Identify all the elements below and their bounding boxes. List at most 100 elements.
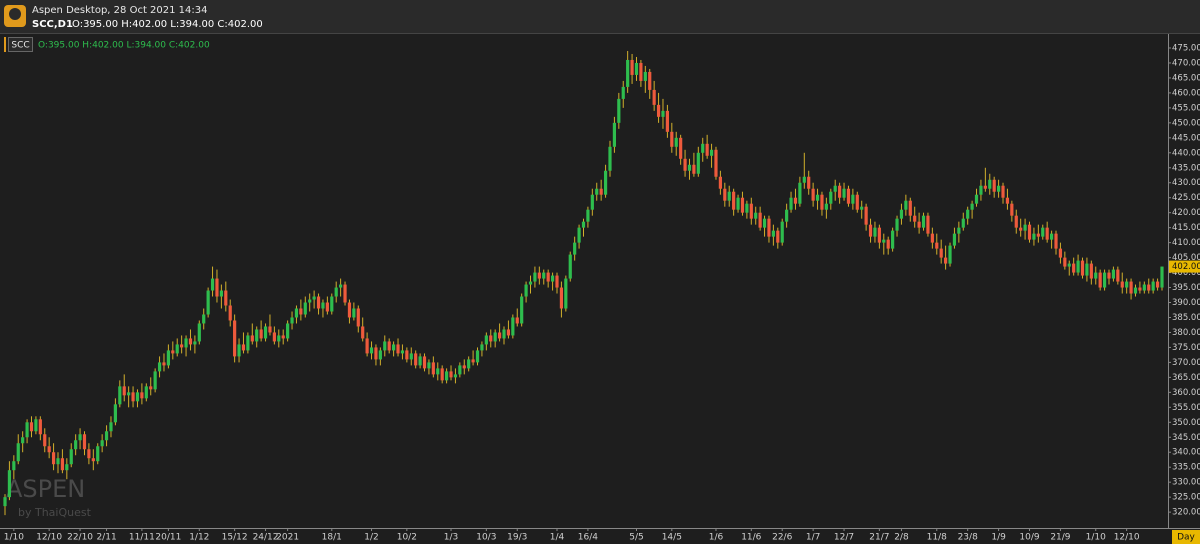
candle-body (656, 104, 661, 117)
candle-body (153, 371, 157, 390)
y-tick-label: 410.00 (1172, 238, 1200, 248)
candle-body (1019, 227, 1023, 231)
candle-body (851, 194, 855, 204)
candle-body (997, 185, 1001, 192)
candle-body (727, 191, 731, 201)
candle-body (51, 452, 56, 465)
candle-body (493, 332, 497, 342)
candle-body (206, 290, 210, 315)
candle-body (793, 197, 798, 204)
y-tick-label: 325.00 (1172, 493, 1200, 503)
y-tick-label: 455.00 (1172, 103, 1200, 113)
candle-body (215, 278, 219, 297)
x-tick-label: 1/10 (4, 533, 24, 543)
candle-body (520, 296, 524, 324)
candle-body (104, 431, 109, 441)
candle-body (948, 245, 952, 264)
candle-body (661, 110, 665, 117)
candle-body (815, 194, 820, 201)
candle-body (921, 215, 926, 228)
candle-body (966, 209, 970, 219)
candle-body (992, 179, 996, 192)
candle-body (807, 176, 811, 189)
x-tick-label: 15/12 (222, 533, 248, 543)
x-tick-label: 2021 (276, 533, 299, 543)
candle-body (754, 212, 758, 219)
candle-body (886, 239, 890, 249)
candle-body (868, 224, 873, 237)
candle-body (396, 344, 400, 354)
candle-body (723, 188, 727, 201)
candle-body (228, 305, 232, 321)
candle-body (7, 470, 12, 498)
candle-body (634, 62, 639, 75)
candle-body (957, 227, 961, 234)
candle-body (34, 419, 38, 432)
candle-body (621, 86, 625, 99)
x-tick-label: 12/10 (1114, 533, 1140, 543)
candle-body (917, 221, 921, 228)
x-tick-label: 19/3 (507, 533, 527, 543)
candle-body (308, 299, 312, 303)
candle-body (1125, 281, 1129, 288)
candle-body (732, 191, 736, 210)
candle-body (1072, 263, 1076, 273)
candle-body (846, 188, 851, 204)
candle-body (467, 359, 471, 369)
candle-body (590, 194, 594, 210)
candle-body (944, 257, 948, 264)
candle-body (564, 278, 568, 309)
period-box[interactable] (1172, 530, 1200, 544)
candle-body (294, 308, 299, 318)
candle-body (458, 365, 462, 375)
legend-box[interactable] (8, 37, 33, 52)
y-tick-label: 360.00 (1172, 388, 1200, 398)
candle-body (12, 461, 16, 471)
x-tick-label: 1/9 (991, 533, 1006, 543)
candle-body (144, 386, 148, 399)
y-tick-label: 330.00 (1172, 478, 1200, 488)
candle-body (718, 176, 722, 189)
x-tick-label: 1/2 (364, 533, 378, 543)
candle-body (988, 179, 992, 189)
candle-body (581, 221, 586, 228)
candle-body (1058, 248, 1063, 258)
x-tick-label: 10/9 (1019, 533, 1039, 543)
candle-body (511, 317, 515, 336)
candle-body (683, 158, 687, 171)
x-tick-label: 10/3 (476, 533, 496, 543)
candle-body (87, 449, 91, 459)
candle-body (65, 464, 69, 471)
candle-body (745, 203, 749, 213)
candle-body (374, 347, 378, 360)
y-tick-label: 375.00 (1172, 343, 1200, 353)
candle-body (1005, 197, 1010, 204)
y-tick-label: 450.00 (1172, 118, 1200, 128)
candle-body (462, 365, 466, 369)
candle-body (665, 110, 669, 132)
period-label: Day (1177, 533, 1195, 543)
candle-body (436, 368, 440, 375)
candle-body (974, 194, 979, 204)
candle-body (127, 392, 131, 396)
candle-body (449, 371, 453, 378)
candle-body (612, 122, 617, 147)
candle-body (701, 143, 705, 153)
candle-body (480, 344, 484, 351)
candle-body (891, 230, 895, 249)
candle-body (692, 164, 696, 174)
candle-body (224, 290, 228, 306)
candle-body (595, 188, 599, 195)
watermark: ASPEN (6, 475, 85, 503)
candle-body (29, 422, 34, 432)
y-tick-label: 435.00 (1172, 163, 1200, 173)
candle-body (1089, 263, 1093, 279)
candle-body (188, 338, 193, 345)
x-tick-label: 22/10 (67, 533, 93, 543)
candle-body (418, 356, 422, 366)
candle-body (864, 206, 868, 225)
candle-body (414, 353, 418, 366)
y-tick-label: 465.00 (1172, 73, 1200, 83)
candle-body (3, 497, 7, 507)
x-tick-label: 11/8 (927, 533, 947, 543)
